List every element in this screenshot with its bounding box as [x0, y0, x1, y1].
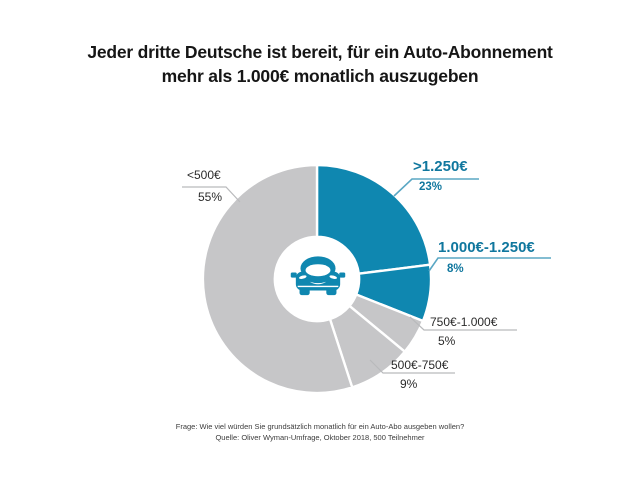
pie-segment-0 [315, 163, 432, 275]
callout-1000-1250: 1.000€-1.250€ 8% [438, 239, 535, 275]
segment-value: 8% [447, 263, 464, 275]
chart-title: Jeder dritte Deutsche ist bereit, für ei… [0, 40, 640, 88]
callout-lt-500: <500€ 55% [187, 168, 222, 204]
source-question: Frage: Wie viel würden Sie grundsätzlich… [175, 422, 465, 431]
segment-label: <500€ [187, 168, 221, 182]
segment-label: >1.250€ [413, 158, 468, 175]
chart-title-line2: mehr als 1.000€ monatlich auszugeben [161, 66, 479, 86]
chart-title-line1: Jeder dritte Deutsche ist bereit, für ei… [87, 42, 553, 62]
segment-label: 500€-750€ [391, 358, 449, 372]
callout-500-750: 500€-750€ 9% [391, 358, 448, 391]
callout-750-1000: 750€-1.000€ 5% [430, 315, 497, 348]
segment-value: 55% [198, 190, 223, 204]
leader-line-2 [409, 316, 517, 331]
source-note: Frage: Wie viel würden Sie grundsätzlich… [0, 421, 640, 443]
source-credit: Quelle: Oliver Wyman-Umfrage, Oktober 20… [215, 433, 425, 442]
segment-value: 23% [419, 181, 443, 193]
segment-value: 5% [438, 334, 456, 348]
segment-label: 750€-1.000€ [430, 315, 498, 329]
callout-gt-1250: >1.250€ 23% [413, 158, 468, 193]
leader-line-1 [428, 257, 551, 272]
leader-line-0 [393, 178, 479, 197]
pie-segment-4 [201, 163, 354, 395]
leader-line-4 [182, 186, 241, 203]
segment-label: 1.000€-1.250€ [438, 239, 535, 256]
segment-value: 9% [400, 377, 418, 391]
leader-line-3 [369, 359, 455, 374]
car-front-icon [290, 249, 346, 297]
